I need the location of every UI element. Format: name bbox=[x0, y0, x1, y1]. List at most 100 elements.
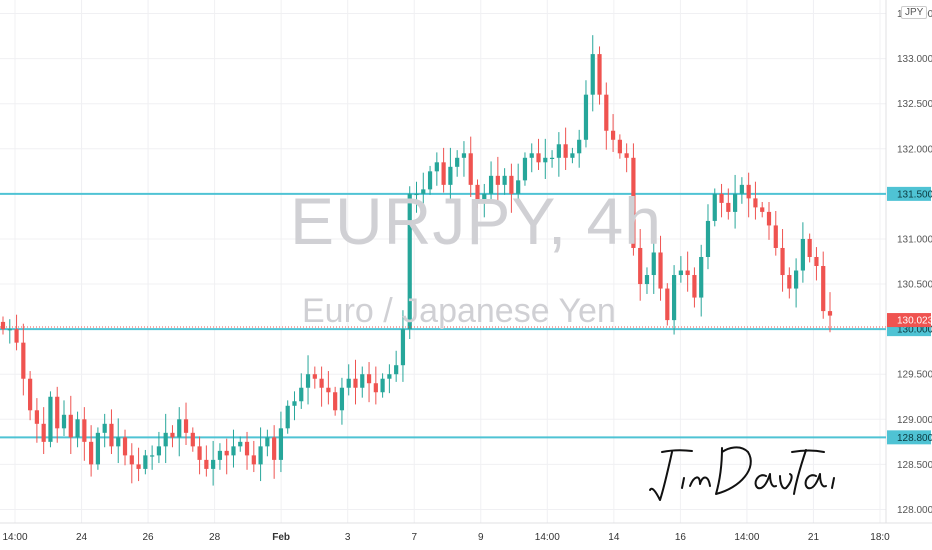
candle-body bbox=[312, 374, 317, 379]
time-tick-label: 16 bbox=[675, 532, 687, 543]
candle-body bbox=[590, 54, 595, 95]
candle-body bbox=[671, 275, 677, 321]
candle-body bbox=[68, 414, 73, 438]
candle-body bbox=[448, 166, 453, 185]
candle-body bbox=[651, 252, 656, 276]
candle-body bbox=[794, 270, 799, 289]
last-price-badge: 130.023 bbox=[887, 313, 932, 328]
candle-body bbox=[739, 184, 744, 194]
candle-body bbox=[360, 374, 365, 388]
candle-body bbox=[753, 198, 758, 208]
candle-body bbox=[712, 193, 717, 221]
candle-body bbox=[238, 441, 243, 447]
chart-grid bbox=[0, 13, 886, 510]
candle-body bbox=[624, 153, 629, 158]
candle-body bbox=[407, 193, 412, 330]
candle-body bbox=[170, 432, 175, 438]
time-tick-label: 26 bbox=[143, 532, 155, 543]
candle-body bbox=[224, 450, 229, 456]
candle-body bbox=[197, 446, 202, 460]
candle-body bbox=[163, 432, 168, 447]
candle-body bbox=[61, 414, 67, 429]
candle-body bbox=[522, 157, 528, 181]
price-tick-label: 132.000 bbox=[897, 144, 932, 155]
price-tick-label: 128.500 bbox=[897, 460, 932, 471]
level-price-badge-text: 128.800 bbox=[897, 433, 932, 444]
candle-body bbox=[414, 193, 419, 196]
level-price-badge-text: 130.000 bbox=[897, 325, 932, 336]
candle-body bbox=[468, 153, 473, 185]
candle-body bbox=[48, 396, 53, 442]
candle-body bbox=[285, 405, 290, 429]
time-tick-label: Feb bbox=[272, 532, 290, 543]
price-tick-label: 129.000 bbox=[897, 415, 932, 426]
currency-label[interactable]: JPY bbox=[901, 6, 928, 19]
candle-body bbox=[780, 247, 785, 276]
candle-body bbox=[570, 153, 575, 158]
last-price-badge-bg bbox=[887, 313, 931, 328]
horizontal-levels bbox=[0, 192, 886, 439]
level-price-badge: 128.800 bbox=[887, 430, 932, 445]
candle-body bbox=[577, 139, 582, 154]
time-tick-label: 9 bbox=[478, 532, 484, 543]
candle-body bbox=[665, 288, 670, 321]
candle-body bbox=[109, 423, 114, 447]
candle-body bbox=[773, 225, 778, 248]
candle-body bbox=[387, 374, 392, 379]
price-axis-background bbox=[886, 0, 932, 523]
candle-body bbox=[143, 455, 148, 469]
time-axis[interactable]: 14:00 24 26 28 Feb 3 7 9 14:00 14 16 14:00 21 18:0 bbox=[2, 532, 890, 543]
price-tick-label: 132.500 bbox=[897, 99, 932, 110]
candle-body bbox=[14, 329, 19, 343]
candle-body bbox=[353, 378, 358, 388]
candle-body bbox=[75, 419, 80, 438]
candle-body bbox=[495, 175, 500, 185]
time-tick-label: 3 bbox=[345, 532, 351, 543]
candle-body bbox=[400, 329, 406, 366]
candle-body bbox=[21, 342, 26, 379]
candle-body bbox=[692, 275, 697, 298]
candle-body bbox=[827, 311, 833, 316]
candle-body bbox=[502, 175, 507, 185]
time-tick-label: 14 bbox=[608, 532, 620, 543]
candle-body bbox=[380, 378, 385, 393]
candle-body bbox=[529, 153, 534, 158]
candle-body bbox=[102, 423, 107, 433]
candle-body bbox=[339, 387, 345, 411]
candle-body bbox=[719, 193, 724, 203]
candle-body bbox=[292, 401, 297, 406]
candle-body bbox=[482, 193, 487, 203]
time-tick-label: 21 bbox=[808, 532, 820, 543]
candle-body bbox=[516, 180, 521, 194]
candle-body bbox=[7, 329, 12, 331]
time-tick-label: 14:00 bbox=[734, 532, 759, 543]
candle-body bbox=[821, 266, 826, 312]
candle-body bbox=[278, 428, 284, 460]
candle-body bbox=[136, 464, 141, 469]
candle-body bbox=[461, 153, 467, 158]
candle-body bbox=[441, 162, 446, 185]
price-tick-label: 133.000 bbox=[897, 54, 932, 65]
level-price-badge-bg bbox=[887, 186, 931, 201]
candle-body bbox=[644, 275, 650, 285]
candle-body bbox=[760, 207, 765, 212]
candle-body bbox=[597, 54, 602, 95]
price-tick-label: 130.500 bbox=[897, 280, 932, 291]
candle-body bbox=[583, 94, 589, 140]
candle-body bbox=[34, 410, 39, 424]
candle-body bbox=[814, 256, 819, 267]
candle-body bbox=[366, 374, 372, 384]
level-price-badge-text: 131.500 bbox=[897, 189, 932, 200]
time-tick-label: 14:00 bbox=[2, 532, 27, 543]
candle-body bbox=[685, 270, 690, 276]
candle-body bbox=[536, 153, 541, 163]
chart-vertical-grid bbox=[14, 0, 881, 523]
candle-body bbox=[231, 446, 236, 456]
candle-body bbox=[617, 139, 622, 154]
candle-body bbox=[244, 441, 250, 456]
candle-body bbox=[475, 184, 480, 203]
candle-body bbox=[122, 437, 128, 456]
candle-body bbox=[678, 270, 683, 276]
watermark-description: Euro / Japanese Yen bbox=[302, 292, 616, 330]
